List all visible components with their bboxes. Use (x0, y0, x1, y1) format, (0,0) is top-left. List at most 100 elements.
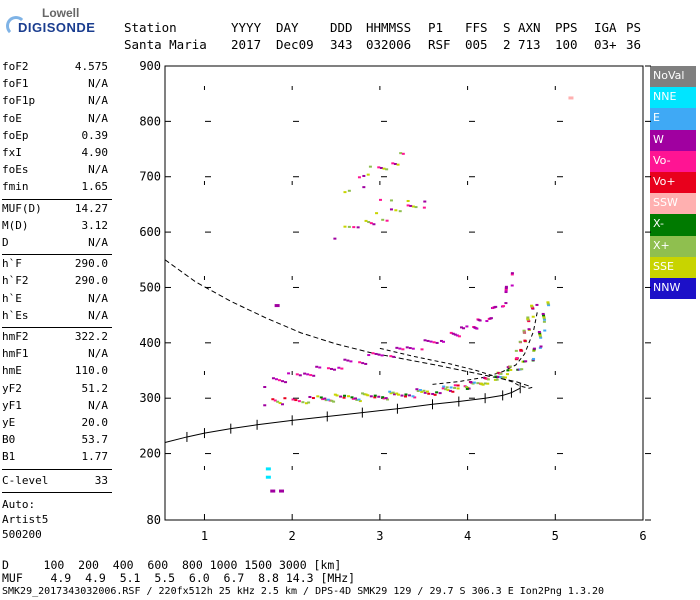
echo-point (274, 378, 278, 381)
param-value: N/A (88, 163, 108, 177)
param-row: hmE 110.0 (2, 364, 108, 381)
legend-item: X+ (650, 235, 696, 257)
clevel-value: 33 (94, 473, 108, 487)
echo-point (510, 284, 514, 287)
echo-point (294, 399, 298, 402)
echo-point (342, 396, 346, 399)
x-tick-label: 4 (464, 529, 471, 543)
echo-point (538, 332, 542, 335)
echo-point (340, 367, 344, 370)
param-row: foEp 0.39 (2, 129, 108, 146)
echo-point (343, 394, 347, 397)
echo-point (526, 316, 530, 319)
echo-point (347, 225, 351, 228)
echo-point (543, 318, 547, 321)
param-value: 51.2 (81, 381, 109, 395)
echo-point (411, 347, 415, 350)
param-label: foEp (2, 128, 29, 142)
electron-density-profile (164, 387, 521, 443)
echo-point (351, 397, 355, 400)
echo-point (405, 346, 409, 349)
echo-point (479, 382, 483, 385)
echo-point (459, 326, 463, 329)
echo-point (451, 332, 455, 335)
echo-point (263, 404, 267, 407)
muf-row: MUF 4.9 4.9 5.1 5.5 6.0 6.7 8.8 14.3 [MH… (2, 571, 356, 585)
echo-point (399, 152, 403, 155)
echo-point (389, 199, 393, 202)
param-value: 322.2 (74, 330, 108, 343)
echo-point (323, 397, 327, 400)
auto-scaling-text: 500200 (2, 527, 42, 541)
echo-point (485, 320, 489, 323)
echo-point (532, 357, 536, 360)
echo-point (426, 339, 430, 342)
legend-item: SSE (650, 256, 696, 278)
echo-point (476, 382, 480, 385)
echo-point (303, 372, 307, 375)
echo-point (431, 392, 435, 395)
echo-point (547, 304, 551, 307)
echo-point (335, 394, 339, 397)
echo-point (333, 393, 337, 396)
param-row: MUF(D) 14.27 (2, 202, 108, 219)
echo-point (366, 394, 370, 397)
echo-point (281, 380, 285, 383)
echo-point (311, 397, 315, 400)
echo-point (274, 304, 280, 308)
y-tick-label: 600 (139, 225, 161, 239)
echo-point (505, 373, 509, 376)
echo-point (446, 389, 450, 392)
param-label: foE (2, 111, 22, 125)
param-row: yE 20.0 (2, 416, 108, 433)
echo-point (538, 333, 542, 336)
echo-point (448, 389, 452, 392)
echo-point (362, 393, 366, 396)
y-tick-label: 900 (139, 59, 161, 73)
echo-point (329, 367, 333, 370)
param-value: 1.65 (81, 180, 109, 194)
echo-point (504, 302, 508, 305)
legend-item: SSW (650, 193, 696, 215)
echo-point (504, 287, 508, 290)
echo-point (493, 378, 497, 381)
header-value-10: 03+ (594, 37, 617, 52)
echo-point (514, 349, 518, 352)
echo-point (502, 305, 506, 308)
echo-point (542, 320, 546, 323)
legend-item: NoVal (650, 66, 696, 88)
echo-point (423, 339, 427, 342)
echo-point (398, 210, 402, 213)
echo-point (396, 163, 400, 166)
param-label: D (2, 236, 9, 249)
legend-item: X- (650, 214, 696, 236)
echo-point (406, 204, 410, 207)
echo-point (276, 400, 280, 403)
echo-point (339, 395, 343, 398)
echo-point (519, 348, 523, 351)
legend-item: NNE (650, 87, 696, 109)
param-label: foEs (2, 163, 29, 177)
header-value-5: RSF (428, 37, 451, 52)
echo-point (366, 173, 370, 176)
param-row: foF1p N/A (2, 94, 108, 111)
echo-point (524, 360, 528, 363)
param-row: fxI 4.90 (2, 146, 108, 163)
echo-point (472, 381, 476, 384)
echo-point (441, 387, 445, 390)
echo-point (364, 362, 368, 365)
echo-point (425, 390, 429, 393)
echo-point (375, 212, 379, 215)
logo-top-text: Lowell (42, 6, 80, 20)
param-row: h`Es N/A (2, 309, 108, 326)
param-row: hmF1 N/A (2, 347, 108, 364)
header-label-10: IGA (594, 20, 617, 35)
plot-frame (164, 65, 644, 521)
echo-point (467, 387, 471, 390)
echo-point (391, 162, 395, 165)
echo-point (535, 303, 539, 306)
param-value: 4.90 (81, 146, 109, 159)
echo-point (510, 272, 514, 275)
echo-point (398, 347, 402, 350)
echo-point (362, 174, 366, 177)
